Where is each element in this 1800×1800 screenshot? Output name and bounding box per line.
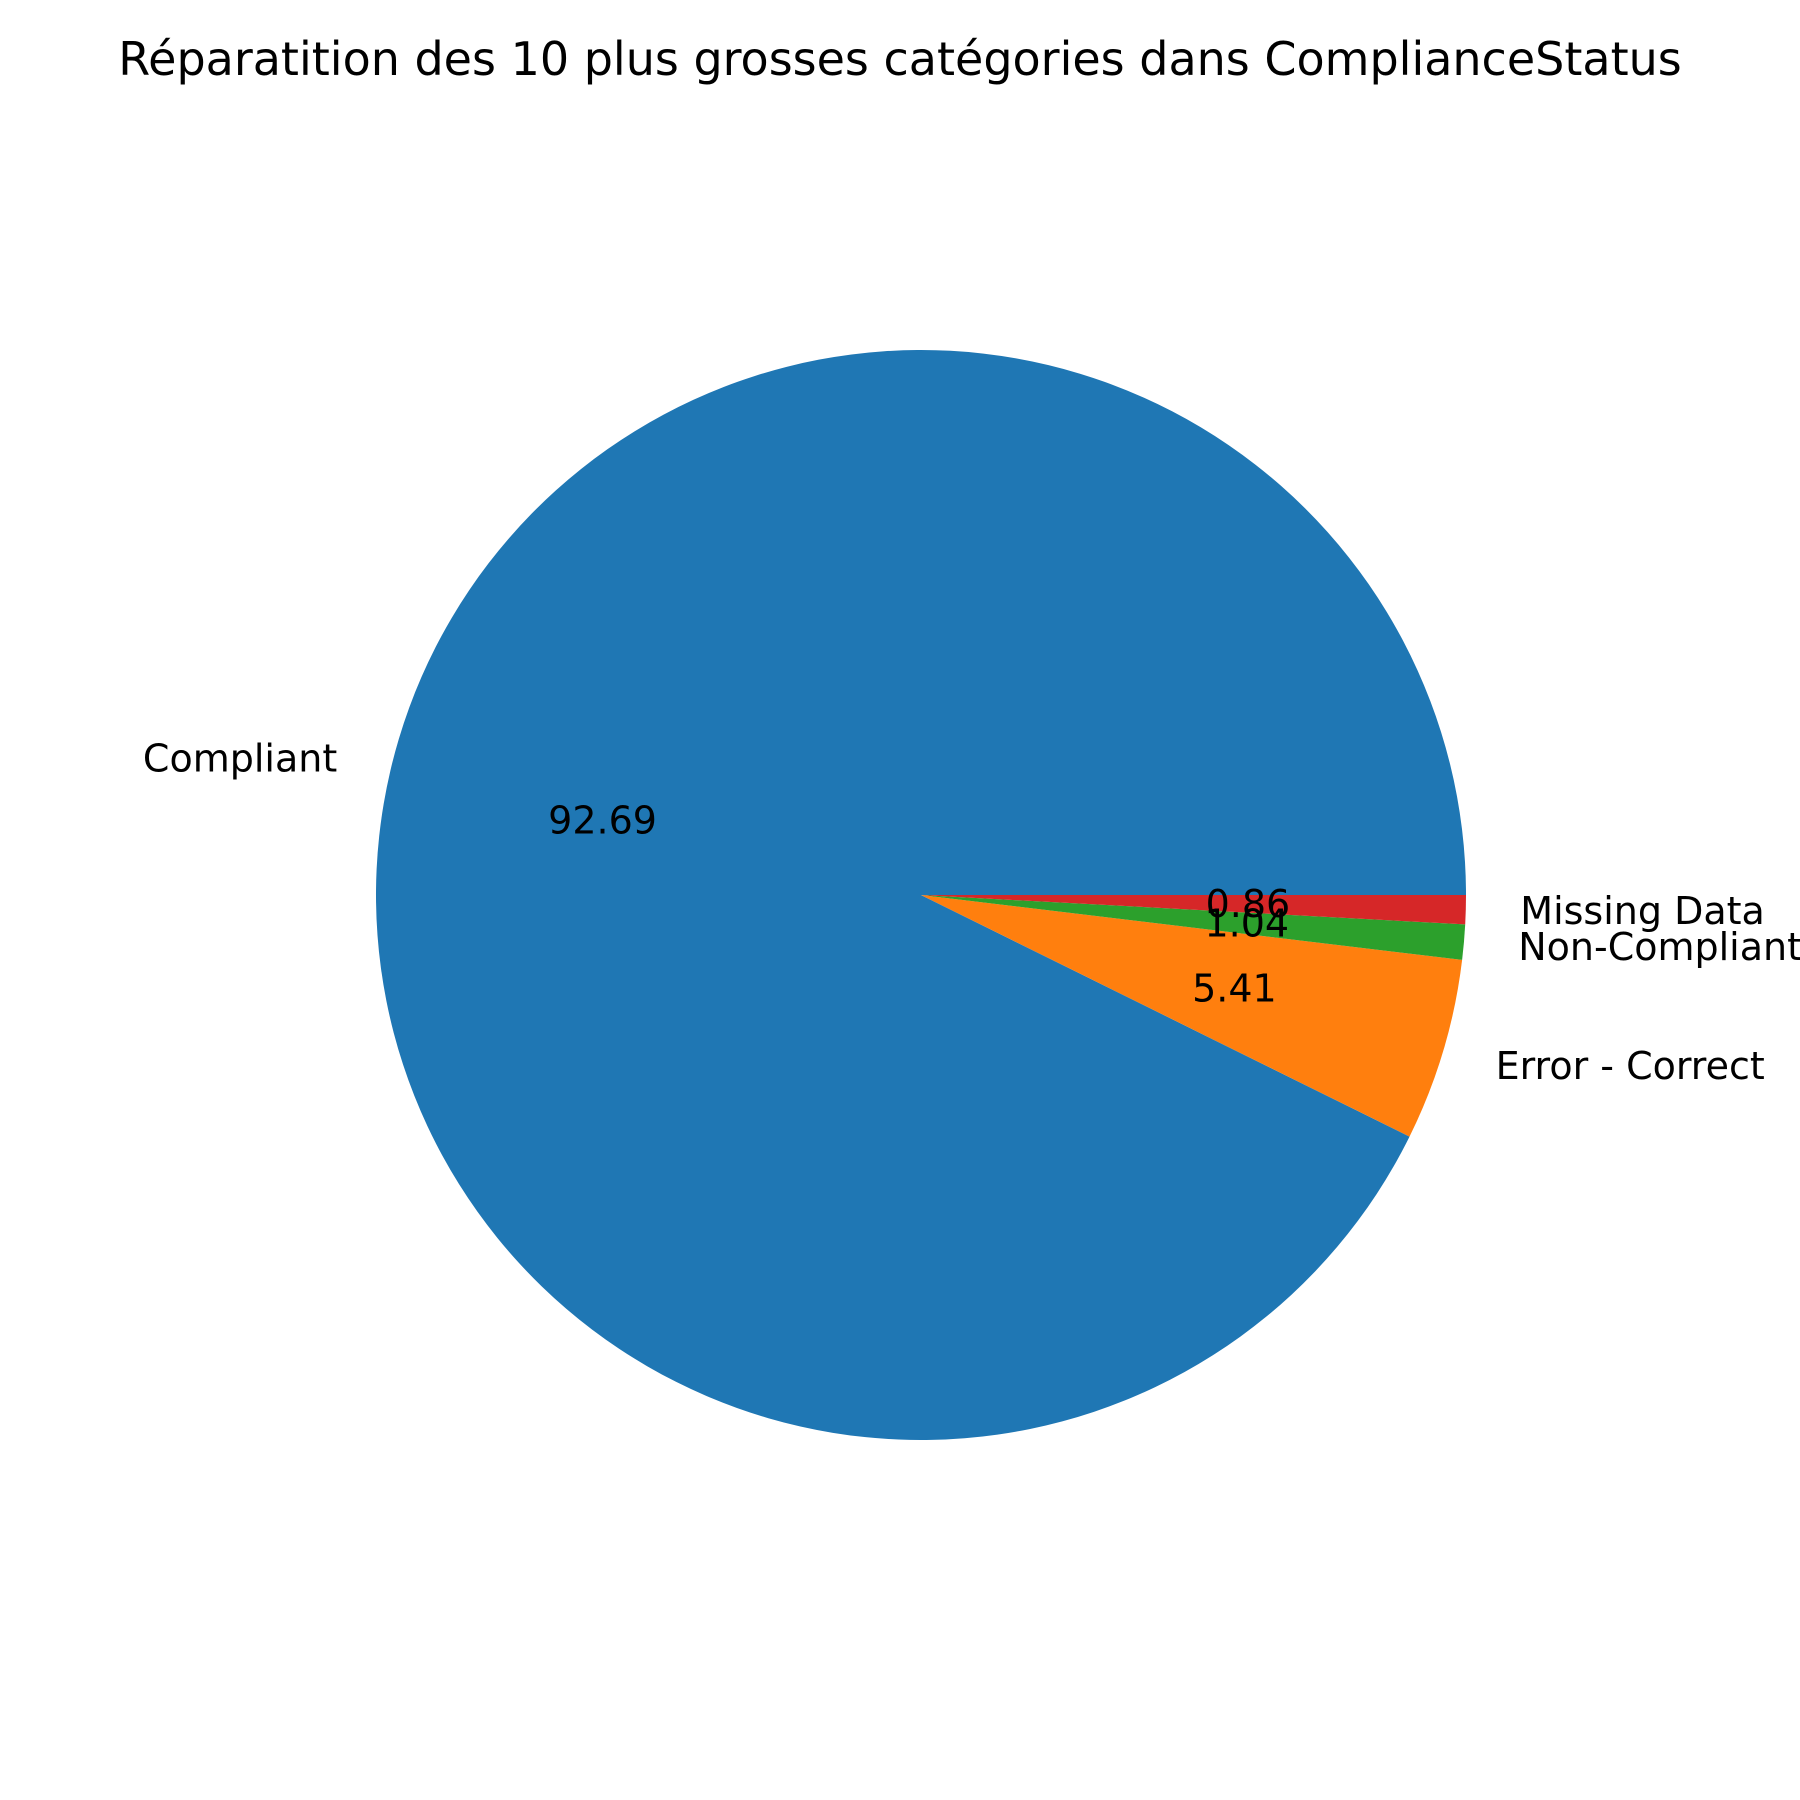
pie-slice-non-compliant [921, 895, 1466, 960]
slice-value-error-correct: 5.41 [1192, 966, 1277, 1010]
pie-labels: Compliant 92.69 Error - Correct 5.41 Non-Com… [143, 737, 1800, 1089]
slice-label-missing-data: Missing Data [1520, 889, 1765, 933]
slice-value-compliant: 92.69 [548, 799, 657, 843]
pie-slice-missing-data [921, 895, 1466, 925]
pie-slices [376, 350, 1467, 1441]
slice-label-error-correct: Error - Correct [1496, 1044, 1765, 1088]
chart-title: Réparatition des 10 plus grosses catégor… [118, 32, 1681, 86]
slice-value-non-compliant: 1.04 [1204, 901, 1289, 945]
pie-slice-compliant [376, 350, 1467, 1441]
slice-value-missing-data: 0.86 [1206, 882, 1291, 926]
slice-label-compliant: Compliant [143, 737, 337, 781]
pie-slice-error-correct [921, 895, 1463, 1137]
slice-label-non-compliant: Non-Compliant [1518, 925, 1800, 969]
